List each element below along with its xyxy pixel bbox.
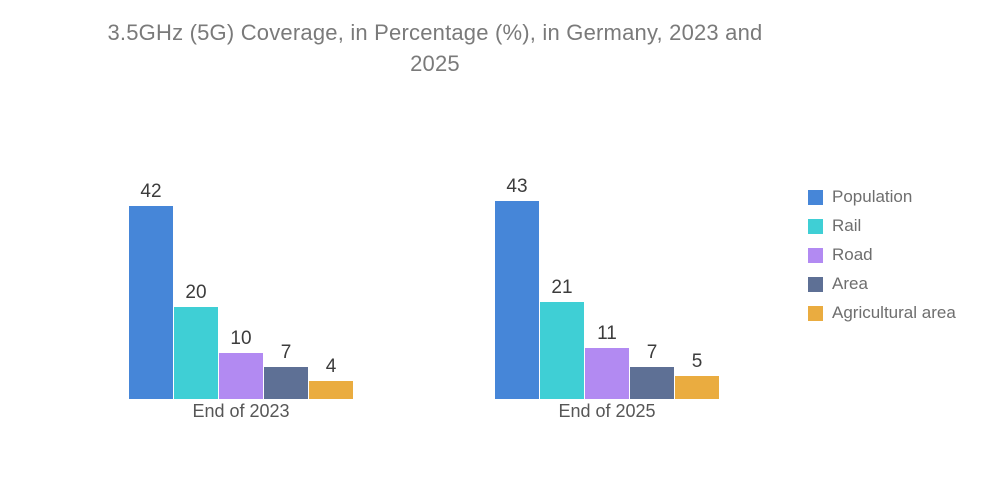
legend-label: Area [832,274,868,293]
bar-value-label: 4 [325,355,337,377]
legend: Population Rail Road Area Agricultural area [808,187,956,322]
bar-population [129,205,173,399]
bar-column-population-end-of-2025: 43 [495,176,539,399]
legend-swatch-icon [808,305,823,321]
chart-title: 3.5GHz (5G) Coverage, in Percentage (%),… [107,20,763,76]
bar-column-rail-end-of-2025: 21 [540,277,584,399]
bar-value-label: 7 [280,341,292,363]
bar-road [585,348,629,399]
bar-rail [540,302,584,399]
bar-agricultural-area [309,380,353,399]
legend-item-rail: Rail [808,216,956,235]
legend-label: Population [832,187,913,206]
bar-group-end-of-2023: 42 20 10 7 4 [129,181,353,399]
bar-value-label: 42 [140,180,162,202]
legend-item-area: Area [808,274,956,293]
bar-column-agricultural-area-end-of-2025: 5 [675,351,719,399]
bar-column-population-end-of-2023: 42 [129,181,173,399]
bar-column-road-end-of-2023: 10 [219,328,263,399]
bar-column-agricultural-area-end-of-2023: 4 [309,356,353,399]
legend-item-agricultural-area: Agricultural area [808,303,956,322]
bar-group-end-of-2025: 43 21 11 7 5 [495,176,719,399]
legend-swatch-icon [808,218,823,234]
bar-population [495,201,539,399]
legend-swatch-icon [808,276,823,292]
bar-value-label: 10 [230,328,252,349]
bar-value-label: 20 [185,282,207,303]
bar-value-label: 43 [506,176,528,198]
bar-value-label: 7 [646,341,658,363]
legend-label: Rail [832,216,862,235]
legend-swatch-icon [808,247,823,263]
bar-area [630,366,674,399]
bar-area [264,366,308,399]
legend-item-population: Population [808,187,956,206]
bar-column-area-end-of-2025: 7 [630,342,674,399]
bar-value-label: 21 [551,277,573,299]
legend-swatch-icon [808,189,823,205]
bar-value-label: 5 [691,351,703,372]
legend-label: Road [832,245,873,264]
bar-column-rail-end-of-2023: 20 [174,282,218,399]
bar-rail [174,307,218,399]
category-label-end-of-2023: End of 2023 [192,401,290,421]
bar-road [219,353,263,399]
bar-agricultural-area [675,376,719,399]
bar-column-area-end-of-2023: 7 [264,342,308,399]
legend-item-road: Road [808,245,956,264]
bar-value-label: 11 [597,323,617,345]
bar-column-road-end-of-2025: 11 [585,323,629,399]
legend-label: Agricultural area [832,303,956,322]
category-label-end-of-2025: End of 2025 [558,401,656,421]
